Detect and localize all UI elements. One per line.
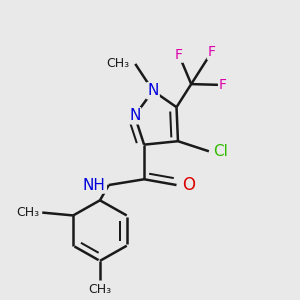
Text: Cl: Cl <box>213 144 228 159</box>
Text: N: N <box>129 108 140 123</box>
Text: CH₃: CH₃ <box>106 57 129 70</box>
Text: N: N <box>147 83 159 98</box>
Text: NH: NH <box>83 178 106 193</box>
Text: O: O <box>182 176 195 194</box>
Text: F: F <box>208 45 216 59</box>
Text: F: F <box>219 78 227 92</box>
Text: F: F <box>175 48 183 62</box>
Text: CH₃: CH₃ <box>88 283 112 296</box>
Text: CH₃: CH₃ <box>16 206 39 219</box>
